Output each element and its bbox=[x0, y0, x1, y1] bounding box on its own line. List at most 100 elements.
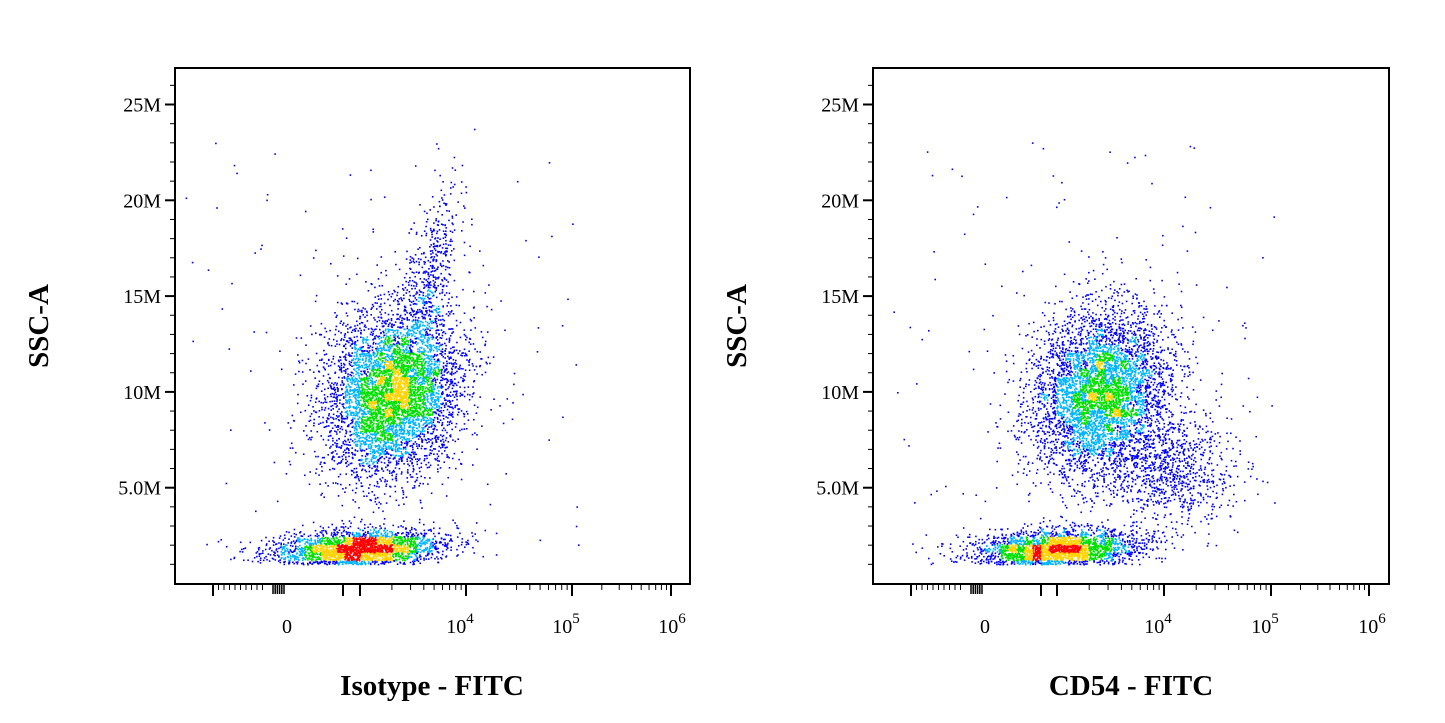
event-dot bbox=[404, 422, 406, 424]
event-dot bbox=[340, 445, 343, 447]
event-dot bbox=[406, 451, 409, 454]
event-dot bbox=[352, 406, 354, 408]
event-dot bbox=[358, 364, 360, 366]
event-dot bbox=[348, 402, 351, 404]
event-dot bbox=[402, 388, 404, 390]
event-dot bbox=[399, 357, 401, 359]
event-dot bbox=[347, 392, 350, 394]
event-dot bbox=[373, 455, 376, 457]
event-dot bbox=[395, 395, 397, 398]
event-dot bbox=[369, 373, 371, 376]
event-dot bbox=[456, 413, 459, 416]
event-dot bbox=[394, 330, 397, 332]
event-dot bbox=[377, 387, 379, 389]
event-dot bbox=[402, 377, 405, 380]
event-dot bbox=[310, 430, 312, 432]
event-dot bbox=[423, 364, 426, 366]
event-dot bbox=[417, 403, 420, 406]
event-dot bbox=[401, 452, 403, 455]
event-dot bbox=[408, 439, 410, 441]
event-dot bbox=[407, 407, 410, 410]
event-dot bbox=[408, 440, 411, 443]
event-dot bbox=[427, 362, 429, 365]
event-dot bbox=[326, 395, 329, 398]
event-dot bbox=[356, 324, 359, 327]
event-dot bbox=[355, 327, 357, 330]
event-dot bbox=[359, 358, 361, 361]
event-dot bbox=[452, 313, 455, 315]
event-dot bbox=[380, 397, 383, 399]
event-dot bbox=[399, 376, 402, 379]
event-dot bbox=[404, 342, 406, 345]
event-dot bbox=[443, 371, 446, 373]
event-dot bbox=[385, 415, 387, 417]
event-dot bbox=[394, 434, 397, 437]
event-dot bbox=[359, 380, 362, 383]
event-dot bbox=[408, 362, 411, 365]
event-dot bbox=[377, 432, 380, 434]
event-dot bbox=[366, 418, 369, 420]
event-dot bbox=[384, 356, 387, 358]
event-dot bbox=[443, 378, 445, 381]
event-dot bbox=[396, 448, 399, 450]
event-dot bbox=[424, 329, 426, 332]
event-dot bbox=[298, 360, 300, 362]
event-dot bbox=[409, 429, 411, 432]
event-dot bbox=[440, 372, 443, 375]
event-dot bbox=[449, 434, 452, 436]
event-dot bbox=[426, 339, 429, 341]
event-dot bbox=[297, 354, 299, 356]
event-dot bbox=[441, 343, 444, 346]
event-dot bbox=[371, 380, 373, 383]
event-dot bbox=[363, 398, 365, 401]
event-dot bbox=[417, 309, 419, 311]
event-dot bbox=[414, 400, 416, 402]
event-dot bbox=[329, 364, 332, 367]
event-dot bbox=[334, 388, 337, 391]
event-dot bbox=[380, 403, 382, 405]
event-dot bbox=[370, 446, 373, 449]
event-dot bbox=[377, 404, 380, 406]
event-dot bbox=[357, 308, 360, 311]
event-dot bbox=[367, 380, 369, 383]
event-dot bbox=[412, 467, 415, 470]
event-dot bbox=[421, 427, 423, 429]
event-dot bbox=[421, 433, 424, 435]
event-dot bbox=[353, 368, 355, 370]
event-dot bbox=[370, 499, 372, 502]
event-dot bbox=[397, 424, 400, 427]
event-dot bbox=[424, 455, 426, 457]
event-dot bbox=[421, 373, 423, 375]
event-dot bbox=[443, 427, 445, 430]
event-dot bbox=[433, 411, 435, 413]
event-dot bbox=[356, 399, 359, 402]
event-dot bbox=[362, 337, 365, 339]
event-dot bbox=[437, 358, 439, 361]
event-dot bbox=[429, 359, 432, 361]
event-dot bbox=[422, 375, 425, 378]
event-dot bbox=[358, 507, 360, 509]
event-dot bbox=[423, 416, 426, 419]
event-dot bbox=[370, 459, 372, 461]
event-dot bbox=[444, 399, 447, 401]
event-dot bbox=[381, 357, 383, 359]
event-dot bbox=[411, 379, 414, 382]
event-dot bbox=[377, 278, 380, 280]
event-dot bbox=[397, 418, 399, 420]
event-dot bbox=[424, 397, 426, 399]
event-dot bbox=[376, 426, 379, 429]
event-dot bbox=[442, 441, 445, 443]
event-dot bbox=[455, 304, 458, 306]
event-dot bbox=[387, 438, 390, 440]
event-dot bbox=[382, 409, 385, 411]
event-dot bbox=[372, 405, 375, 408]
event-dot bbox=[436, 361, 439, 363]
event-dot bbox=[448, 467, 451, 469]
event-dot bbox=[379, 311, 381, 313]
event-dot bbox=[374, 286, 376, 289]
event-dot bbox=[402, 382, 404, 385]
event-dot bbox=[339, 412, 342, 415]
event-dot bbox=[289, 463, 292, 466]
event-dot bbox=[448, 292, 451, 295]
event-dot bbox=[406, 373, 408, 375]
